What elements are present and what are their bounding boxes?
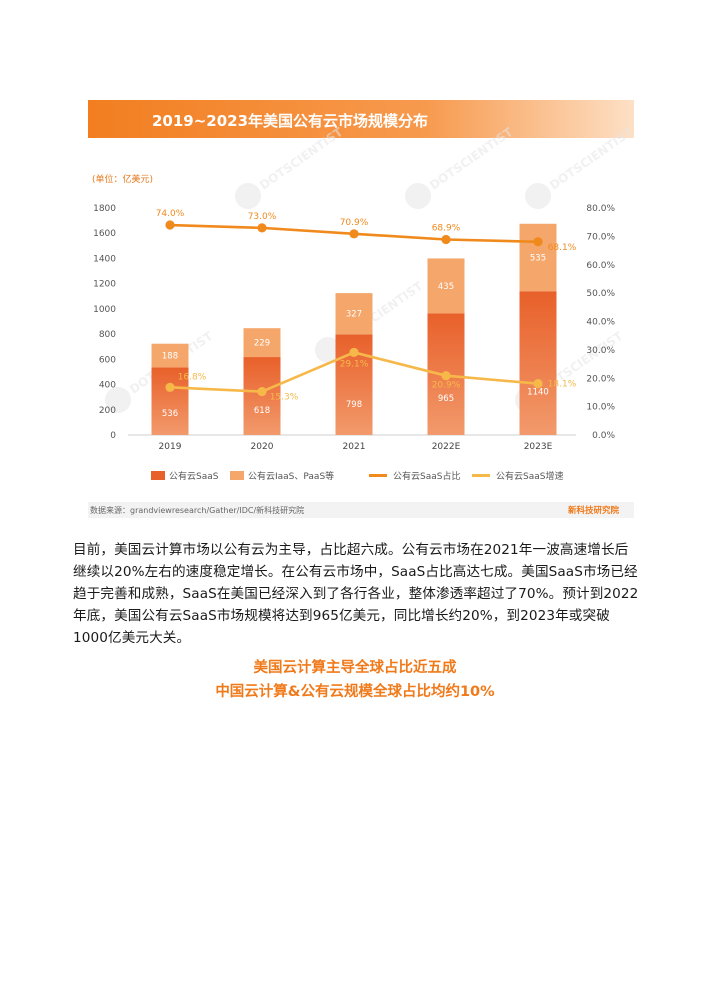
y-left-tick-label: 1200 (93, 280, 116, 290)
x-tick-label: 2020 (251, 442, 274, 452)
y-right-tick-label: 10.0% (586, 403, 615, 413)
growth-label: 18.1% (548, 380, 577, 390)
bar-saas (151, 367, 189, 435)
legend-label: 公有云SaaS增速 (496, 470, 563, 482)
bar-iaas-label: 327 (346, 310, 362, 320)
y-right-tick-label: 40.0% (586, 318, 615, 328)
x-tick-label: 2023E (524, 442, 553, 452)
share-point (533, 237, 543, 247)
y-left-tick-label: 800 (99, 330, 116, 340)
bar-iaas-paas (519, 223, 557, 292)
bar-saas-label: 536 (162, 409, 178, 419)
bar-saas-label: 618 (254, 406, 270, 416)
growth-label: 20.9% (432, 381, 461, 391)
bar-iaas-paas (427, 258, 465, 314)
bar-iaas-paas (335, 293, 373, 335)
growth-point (257, 386, 267, 397)
bar-iaas-paas (243, 328, 281, 358)
y-left-tick-label: 200 (99, 406, 116, 416)
y-right-tick-label: 60.0% (586, 261, 615, 271)
growth-point (165, 382, 175, 392)
subheading-1: 美国云计算主导全球占比近五成 (253, 660, 457, 676)
unit-label: (单位：亿美元) (92, 173, 153, 185)
bar-saas-label: 965 (438, 394, 454, 404)
bar-iaas-label: 435 (438, 282, 454, 292)
share-label: 68.9% (432, 223, 461, 233)
x-tick-label: 2019 (159, 442, 182, 452)
y-left-tick-label: 1800 (93, 204, 116, 214)
x-tick-label: 2021 (343, 442, 366, 452)
y-left-tick-label: 600 (99, 355, 116, 365)
share-label: 73.0% (248, 212, 277, 222)
bar-iaas-label: 535 (530, 253, 546, 263)
legend-swatch (230, 471, 244, 480)
growth-point (349, 347, 359, 358)
bar-saas-label: 798 (346, 400, 362, 410)
legend-swatch (151, 471, 165, 480)
brand-label: 新科技研究院 (568, 505, 620, 516)
subheading-2: 中国云计算&公有云规模全球占比均约10% (215, 684, 495, 700)
share-label: 68.1% (548, 243, 577, 253)
growth-label: 29.1% (340, 359, 369, 369)
growth-point (533, 379, 543, 389)
bar-iaas-paas (151, 343, 189, 368)
growth-point (441, 371, 451, 381)
legend-label: 公有云SaaS占比 (393, 470, 460, 482)
bar-saas (519, 291, 557, 435)
legend-label: 公有云IaaS、PaaS等 (248, 470, 334, 482)
title-banner (88, 100, 634, 138)
share-point (165, 220, 175, 230)
source-note: 数据来源：grandviewresearch/Gather/IDC/新科技研究院 (90, 505, 304, 515)
y-right-tick-label: 0.0% (592, 431, 615, 441)
share-point (349, 229, 359, 239)
x-tick-label: 2022E (432, 442, 461, 452)
share-point (257, 223, 267, 233)
y-right-tick-label: 70.0% (586, 232, 615, 242)
bar-iaas-label: 188 (162, 352, 178, 362)
share-point (441, 234, 451, 245)
chart-figure: 2019~2023年美国公有云市场规模分布 DOTSCIENTIST DOTSCIE… (88, 100, 634, 518)
y-right-tick-label: 80.0% (586, 204, 615, 214)
share-label: 74.0% (156, 209, 185, 219)
bar-iaas-label: 229 (254, 339, 270, 349)
y-left-tick-label: 0 (110, 431, 116, 441)
legend-label: 公有云SaaS (169, 470, 219, 482)
y-right-tick-label: 20.0% (586, 374, 615, 384)
y-right-tick-label: 30.0% (586, 346, 615, 356)
chart-title: 2019~2023年美国公有云市场规模分布 (152, 112, 428, 130)
source-strip (88, 502, 634, 518)
growth-label: 16.8% (178, 372, 207, 382)
y-left-tick-label: 1600 (93, 229, 116, 239)
bar-saas-label: 1140 (527, 388, 549, 398)
body-paragraph: 目前，美国云计算市场以公有云为主导，占比超六成。公有云市场在2021年一波高速增… (73, 542, 639, 646)
growth-label: 15.3% (270, 393, 299, 403)
share-label: 70.9% (340, 218, 369, 228)
y-left-tick-label: 400 (99, 381, 116, 391)
y-left-tick-label: 1400 (93, 254, 116, 264)
y-right-tick-label: 50.0% (586, 289, 615, 299)
y-left-tick-label: 1000 (93, 305, 116, 315)
